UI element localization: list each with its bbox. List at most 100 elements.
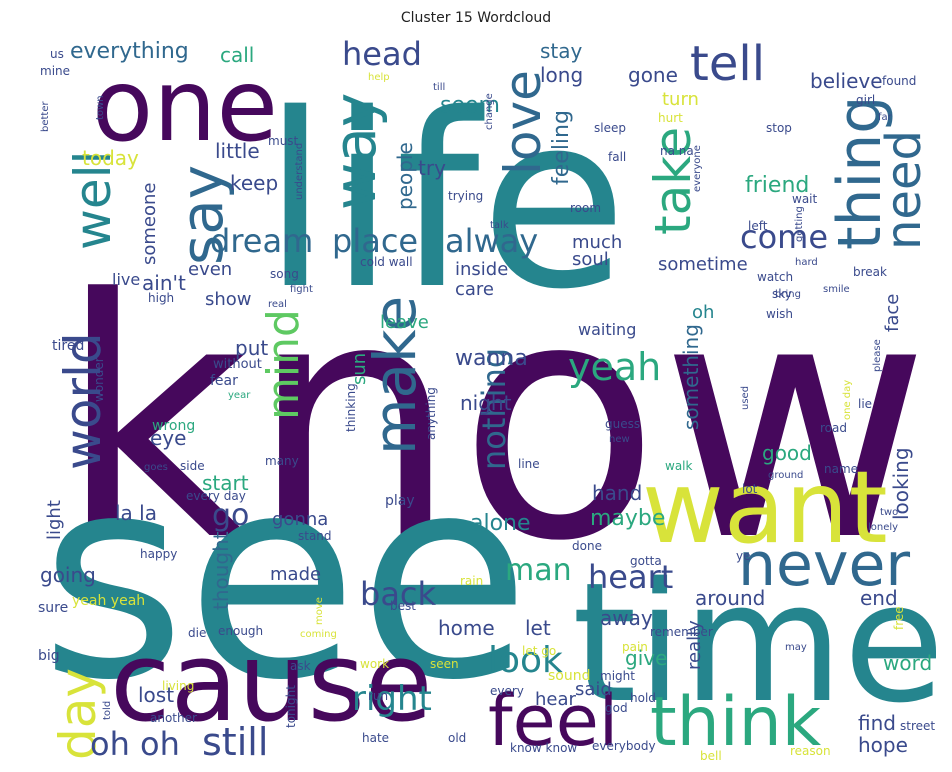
cloud-word-thought: thought (209, 531, 233, 610)
cloud-word-please: please (872, 339, 883, 372)
cloud-word-hate: hate (362, 731, 389, 745)
cloud-word-ground: ground (768, 470, 803, 481)
cloud-word-die: die (188, 626, 206, 640)
cloud-word-hurt: hurt (658, 111, 683, 125)
cloud-word-understand: understand (294, 143, 305, 200)
cloud-word-thing: thing (825, 96, 895, 250)
cloud-word-may: may (785, 642, 807, 653)
cloud-word-believe: believe (810, 69, 883, 93)
cloud-word-goes: goes (144, 462, 168, 473)
cloud-word-right: right (352, 679, 432, 719)
cloud-word-bring: bring (775, 289, 801, 300)
cloud-word-mine: mine (40, 64, 70, 78)
cloud-word-without: without (213, 357, 262, 372)
cloud-word-cold-wall: cold wall (360, 255, 413, 269)
cloud-word-face: face (882, 294, 903, 332)
cloud-word-dream: dream (210, 222, 313, 260)
cloud-word-ask: ask (290, 659, 311, 673)
cloud-word-road: road (820, 421, 847, 435)
cloud-word-far: far (878, 112, 893, 123)
cloud-word-wonder: wonder (92, 357, 106, 402)
cloud-word-maybe: maybe (590, 506, 665, 531)
cloud-word-anything: anything (424, 387, 438, 440)
cloud-word-sun: sun (349, 353, 370, 385)
cloud-word-oh-oh: oh oh (90, 725, 180, 763)
cloud-word-used: used (740, 386, 751, 410)
cloud-word-yeah-yeah: yeah yeah (72, 593, 145, 609)
cloud-word-town: town (95, 95, 106, 120)
cloud-word-feel: feel (488, 680, 618, 762)
cloud-word-still: still (202, 720, 268, 764)
cloud-word-wait: wait (792, 192, 818, 206)
cloud-word-care: care (455, 279, 494, 300)
cloud-word-big: big (38, 648, 60, 664)
cloud-word-look: look (488, 640, 563, 681)
cloud-word-inside: inside (455, 259, 508, 280)
cloud-word-wish: wish (766, 307, 793, 321)
cloud-word-way: way (321, 93, 389, 210)
cloud-word-fight: fight (290, 284, 313, 295)
cloud-word-fear: fear (210, 373, 238, 389)
cloud-word-change: change (484, 93, 495, 130)
cloud-word-pain: pain (622, 640, 648, 654)
cloud-word-around: around (695, 586, 765, 610)
cloud-word-side: side (180, 459, 205, 473)
cloud-word-turn: turn (662, 89, 699, 110)
cloud-word-guess: guess (605, 417, 640, 431)
cloud-word-make: make (361, 296, 429, 455)
cloud-word-let-go: let go (522, 644, 556, 658)
cloud-word-gonna: gonna (272, 509, 328, 530)
cloud-word-want: want (642, 449, 888, 566)
cloud-word-keep: keep (230, 171, 278, 195)
cloud-word-old: old (448, 731, 466, 745)
cloud-word-enough: enough (218, 624, 263, 638)
cloud-word-waiting: waiting (578, 320, 636, 339)
cloud-word-need: need (876, 130, 932, 250)
cloud-word-lie: lie (858, 397, 872, 411)
cloud-word-sometime: sometime (658, 254, 748, 275)
cloud-word-oh: oh (692, 302, 714, 323)
cloud-word-today: today (82, 146, 139, 170)
cloud-word-come: come (740, 218, 828, 256)
cloud-word-back: back (360, 575, 437, 613)
cloud-word-smile: smile (823, 284, 850, 295)
cloud-word-start: start (202, 471, 249, 495)
cloud-word-find: find (858, 711, 896, 735)
cloud-word-really: really (684, 620, 705, 670)
cloud-word-walk: walk (665, 459, 693, 473)
cloud-word-call: call (220, 43, 254, 67)
cloud-word-every: every (490, 684, 524, 698)
cloud-word-sure: sure (38, 600, 68, 616)
cloud-word-god: god (605, 701, 628, 715)
cloud-word-thinking: thinking (344, 383, 358, 432)
cloud-word-told: told (102, 701, 113, 720)
cloud-word-found: found (882, 74, 916, 88)
cloud-word-na-na: na na (660, 144, 694, 158)
cloud-word-people: people (393, 142, 417, 210)
cloud-word-remember: remember (650, 625, 713, 639)
cloud-word-eye: eye (150, 426, 186, 450)
cloud-word-work: work (360, 657, 389, 671)
cloud-word-home: home (438, 616, 495, 640)
cloud-word-day: day (49, 668, 107, 760)
cloud-word-talk: talk (490, 220, 509, 231)
cloud-word-wrong: wrong (152, 418, 195, 434)
cloud-word-new: new (609, 434, 630, 445)
cloud-word-real: real (268, 299, 287, 310)
cloud-word-someone: someone (139, 183, 160, 266)
cloud-word-living: living (162, 679, 194, 693)
cloud-word-long: long (540, 63, 583, 87)
cloud-word-ye: ye (736, 549, 750, 563)
cloud-word-one-day: one day (842, 380, 853, 420)
cloud-word-try: try (418, 156, 446, 180)
cloud-word-said: said (575, 679, 612, 700)
cloud-word-till: till (433, 82, 445, 93)
cloud-word-move: move (314, 597, 325, 625)
cloud-word-help: help (368, 72, 390, 83)
cloud-word-well: well (64, 151, 122, 250)
cloud-word-street: street (900, 719, 935, 733)
cloud-word-hold: hold (630, 691, 656, 705)
cloud-word-name: name (824, 462, 858, 476)
cloud-word-put: put (235, 336, 268, 360)
